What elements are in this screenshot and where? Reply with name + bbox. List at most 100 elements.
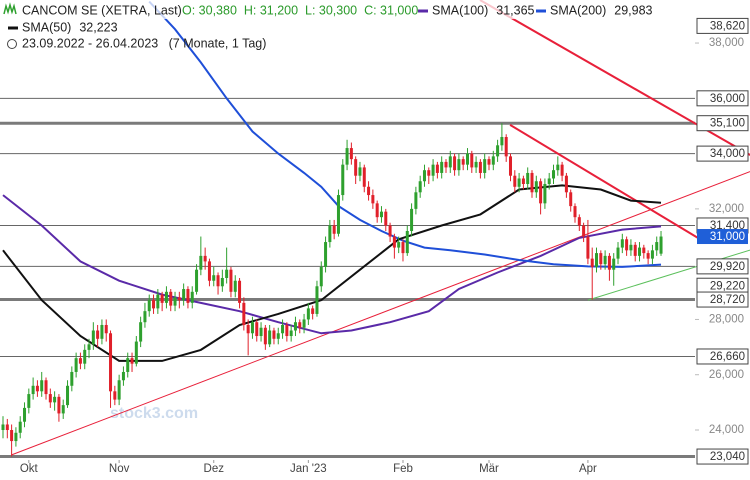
level-label: 36,000 — [710, 93, 745, 105]
sma-line — [2, 194, 662, 335]
x-tick-label: Dez — [204, 463, 225, 475]
candle-body — [358, 167, 362, 176]
candle-body — [646, 253, 650, 259]
candle-body — [263, 327, 267, 345]
candle-body — [31, 385, 35, 395]
candle-body — [324, 242, 328, 267]
candle-body — [113, 391, 117, 400]
candle-body — [401, 242, 405, 254]
candle-body — [341, 164, 345, 196]
candle-body — [83, 349, 87, 364]
candle-body — [638, 247, 642, 256]
candle-body — [345, 148, 349, 165]
candle-body — [10, 430, 14, 442]
candle-body — [431, 164, 435, 176]
candle-body — [156, 294, 160, 309]
last-price-label: 31,000 — [710, 231, 745, 243]
candle-body — [603, 255, 607, 265]
candle-body — [1, 424, 5, 431]
watermark: stock3.com — [110, 405, 198, 422]
level-box — [696, 145, 749, 162]
ohlc-text: O: 30,380 H: 31,200 L: 30,300 C: 31,000 — [182, 3, 418, 17]
candle-body — [195, 269, 199, 292]
candle-body — [328, 225, 332, 243]
candle-body — [207, 261, 211, 281]
candle-body — [508, 156, 513, 176]
candle-body — [349, 148, 353, 160]
candle-body — [367, 186, 371, 196]
candle-body — [448, 156, 452, 168]
candle-body — [61, 405, 65, 414]
candle-body — [427, 170, 431, 176]
candle-body — [293, 322, 297, 331]
candle-body — [607, 255, 611, 270]
period: 23.09.2022 - 26.04.2023 (7 Monate, 1 Tag… — [22, 36, 266, 50]
candle-body — [599, 253, 603, 265]
candle-body — [311, 308, 315, 314]
candle-body — [186, 289, 190, 303]
candle-body — [44, 380, 48, 395]
candle-body — [74, 358, 78, 372]
candle-body — [517, 178, 521, 187]
candle-body — [534, 181, 538, 193]
period-icon — [7, 39, 17, 49]
candle-body — [48, 394, 52, 403]
candle-body — [104, 324, 108, 334]
candle-body — [182, 289, 186, 301]
level-box — [696, 90, 749, 107]
level-label: 29,220 — [710, 280, 745, 292]
candle-body — [169, 291, 173, 306]
candle-body — [504, 137, 508, 157]
candle-body — [173, 297, 177, 306]
candle-body — [66, 385, 70, 406]
candle-body — [220, 277, 224, 287]
candle-body — [539, 181, 543, 204]
candle-body — [371, 195, 375, 204]
candle-body — [500, 137, 504, 146]
candle-body — [375, 203, 379, 218]
y-tick-label: 26,000 — [709, 369, 744, 381]
candle-body — [642, 247, 646, 254]
candle-body — [410, 208, 414, 231]
candle-body — [255, 322, 259, 337]
candle-body — [453, 156, 457, 171]
candle-body — [18, 421, 22, 433]
candle-body — [470, 153, 474, 168]
candle-body — [152, 300, 156, 309]
candle-body — [440, 161, 444, 173]
candle-body — [233, 280, 237, 292]
legend-value: 31,365 — [496, 3, 534, 17]
x-tick-label: Feb — [393, 463, 413, 475]
candle-body — [556, 164, 560, 171]
candle-body — [216, 275, 220, 287]
candle-body — [659, 236, 663, 254]
candle-body — [250, 322, 254, 334]
candle-body — [272, 330, 276, 339]
candle-body — [521, 178, 525, 185]
header-bg — [0, 0, 660, 19]
candle-body — [560, 164, 564, 176]
candle-body — [134, 341, 138, 364]
y-tick-label: 28,000 — [709, 313, 744, 325]
candle-body — [547, 178, 551, 185]
last-price-box — [697, 229, 748, 245]
candle-body — [319, 266, 323, 287]
candle-body — [190, 291, 194, 303]
level-label: 35,100 — [710, 118, 745, 130]
level-box — [696, 348, 749, 365]
legend-label: SMA(50) — [22, 20, 71, 34]
sma-line — [2, 184, 662, 362]
candle-body — [590, 258, 594, 267]
candle-body — [552, 170, 556, 179]
candle-body — [620, 239, 624, 248]
candle-body — [160, 294, 164, 303]
x-tick-label: Nov — [109, 463, 130, 475]
legend-label: SMA(200) — [550, 3, 606, 17]
candle-body — [629, 244, 633, 251]
candle-body — [130, 358, 134, 364]
y-tick-label: 24,000 — [709, 424, 744, 436]
candle-body — [332, 225, 336, 234]
logo-icon — [3, 2, 17, 15]
level-label: 26,660 — [710, 351, 745, 363]
